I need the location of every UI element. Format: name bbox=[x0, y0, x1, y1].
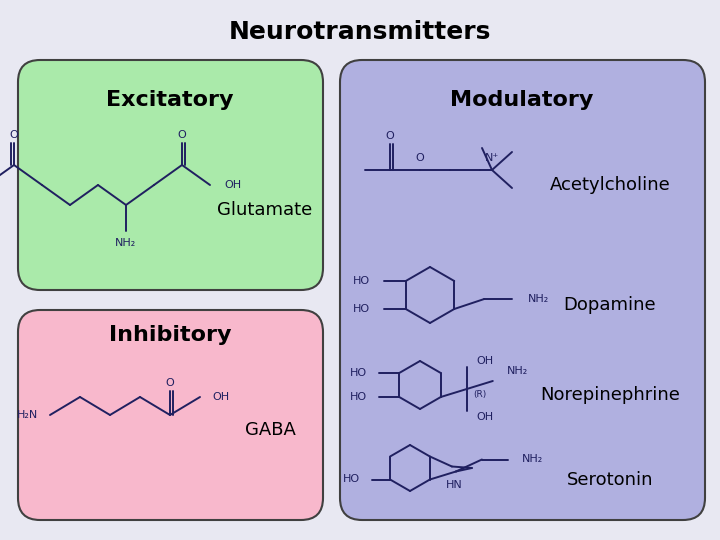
FancyBboxPatch shape bbox=[340, 60, 705, 520]
Text: NH₂: NH₂ bbox=[115, 238, 137, 248]
Text: H₂N: H₂N bbox=[17, 410, 38, 420]
Text: OH: OH bbox=[212, 392, 229, 402]
Text: (R): (R) bbox=[473, 390, 486, 400]
Text: HO: HO bbox=[353, 276, 370, 286]
Text: Acetylcholine: Acetylcholine bbox=[549, 176, 670, 194]
Text: Norepinephrine: Norepinephrine bbox=[540, 386, 680, 404]
Text: O: O bbox=[386, 131, 395, 141]
Text: Glutamate: Glutamate bbox=[217, 201, 312, 219]
Text: Modulatory: Modulatory bbox=[450, 90, 594, 110]
Text: Inhibitory: Inhibitory bbox=[109, 325, 231, 345]
FancyBboxPatch shape bbox=[18, 310, 323, 520]
Text: NH₂: NH₂ bbox=[507, 366, 528, 376]
Text: OH: OH bbox=[224, 180, 241, 190]
Text: O: O bbox=[166, 378, 174, 388]
Text: OH: OH bbox=[477, 412, 494, 422]
Text: Dopamine: Dopamine bbox=[564, 296, 657, 314]
Text: HO: HO bbox=[350, 392, 367, 402]
Text: HO: HO bbox=[343, 475, 360, 484]
Text: O: O bbox=[9, 130, 19, 140]
Text: OH: OH bbox=[477, 356, 494, 366]
Text: O: O bbox=[415, 153, 424, 163]
Text: HO: HO bbox=[350, 368, 367, 378]
Text: HN: HN bbox=[446, 480, 462, 489]
Text: Neurotransmitters: Neurotransmitters bbox=[229, 20, 491, 44]
Text: O: O bbox=[178, 130, 186, 140]
FancyBboxPatch shape bbox=[18, 60, 323, 290]
Text: NH₂: NH₂ bbox=[528, 294, 549, 304]
Text: NH₂: NH₂ bbox=[522, 455, 543, 464]
Text: Serotonin: Serotonin bbox=[567, 471, 653, 489]
Text: Excitatory: Excitatory bbox=[107, 90, 234, 110]
Text: N⁺: N⁺ bbox=[485, 153, 499, 163]
Text: HO: HO bbox=[353, 304, 370, 314]
Text: GABA: GABA bbox=[245, 421, 295, 439]
